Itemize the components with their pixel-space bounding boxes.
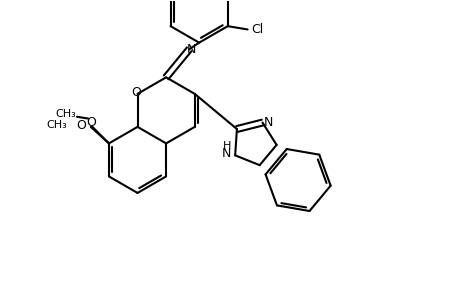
Text: Cl: Cl	[251, 23, 263, 36]
Text: N: N	[221, 147, 231, 160]
Text: H: H	[222, 141, 231, 152]
Text: O: O	[76, 119, 86, 132]
Text: CH₃: CH₃	[56, 109, 76, 119]
Text: CH₃: CH₃	[46, 120, 67, 130]
Text: O: O	[86, 116, 95, 129]
Text: N: N	[263, 116, 273, 129]
Text: O: O	[131, 86, 140, 99]
Text: N: N	[186, 43, 196, 56]
